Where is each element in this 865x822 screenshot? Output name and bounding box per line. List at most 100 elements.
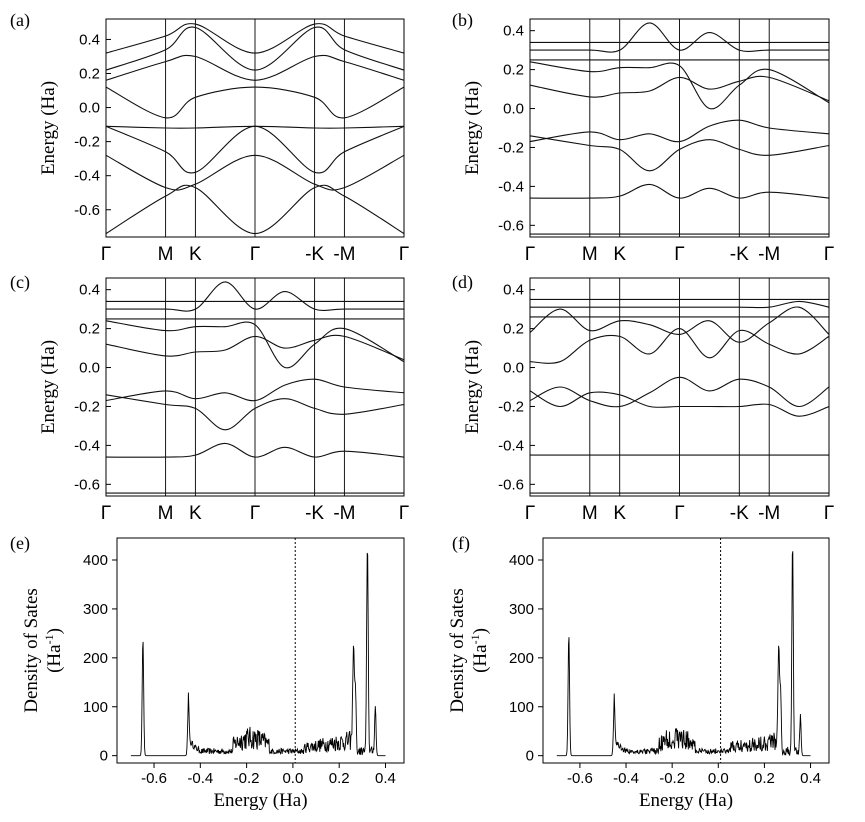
k-point-label: M	[158, 503, 174, 524]
y-tick-label: 200	[509, 650, 534, 667]
x-tick-label: -0.2	[659, 770, 685, 787]
band-line	[106, 26, 404, 71]
y-tick-label: -0.4	[74, 168, 100, 185]
k-point-label: Γ	[101, 244, 111, 265]
band-line	[106, 378, 404, 402]
y-tick-label: -0.6	[498, 217, 524, 234]
y-tick-label: -0.6	[74, 202, 100, 219]
k-point-label: Γ	[525, 244, 535, 265]
y-tick-label: 0.0	[79, 100, 100, 117]
y-tick-label: 0.4	[503, 23, 524, 40]
band-line	[106, 86, 404, 119]
band-panel-c: (c)Energy (Ha)0.40.20.0-0.2-0.4-0.6Γ M K Γ -…	[10, 272, 409, 524]
x-tick-label: -0.4	[187, 770, 213, 787]
band-line	[530, 328, 829, 364]
y-tick-label: -0.4	[74, 437, 100, 454]
band-panel-d: (d)Energy (Ha)0.40.20.0-0.2-0.4-0.6Γ M K Γ -…	[452, 272, 834, 524]
x-tick-label: -0.6	[141, 770, 167, 787]
band-line	[530, 135, 829, 172]
band-line	[106, 442, 404, 458]
y-tick-label: 0	[100, 748, 108, 765]
y-axis-label: Energy (Ha)	[38, 340, 59, 434]
y-tick-label: -0.2	[74, 398, 100, 415]
band-line	[530, 22, 829, 53]
y-axis-label-line2: (Ha-1)	[468, 628, 491, 673]
plot-frame	[105, 18, 405, 238]
y-axis-label-line2: (Ha-1)	[42, 628, 65, 673]
k-point-label: Γ	[525, 503, 535, 524]
k-point-label: Γ	[399, 244, 409, 265]
y-axis-label: Energy (Ha)	[462, 340, 483, 434]
dos-panel-e: (e) Density of Sates (Ha-1) Energy (Ha) 0 100…	[10, 533, 405, 811]
panel-letter: (f)	[452, 533, 470, 554]
y-axis-label-line1: Density of Sates	[21, 588, 42, 713]
k-point-label: -M	[758, 244, 780, 265]
y-tick-label: 300	[83, 601, 108, 618]
panel-letter: (e)	[10, 533, 30, 554]
band-line	[530, 75, 829, 102]
k-point-label: -K	[305, 244, 324, 265]
x-axis-label: Energy (Ha)	[213, 790, 307, 811]
k-point-label: Γ	[250, 244, 260, 265]
panel-letter: (b)	[452, 10, 473, 31]
y-tick-label: -0.4	[498, 178, 524, 195]
y-tick-label: 0.0	[503, 360, 524, 377]
y-tick-label: 0.4	[79, 31, 100, 48]
y-tick-label: 0.2	[79, 66, 100, 83]
x-tick-label: 0.0	[282, 770, 303, 787]
k-point-label: K	[613, 503, 626, 524]
k-point-label: K	[613, 244, 626, 265]
k-point-label: Γ	[674, 244, 684, 265]
k-point-label: -K	[305, 503, 324, 524]
y-axis-label-line1: Density of Sates	[447, 588, 468, 713]
band-panel-a: (a) Energy (Ha) 0.4 0.2 0.0 -0.2 -0.4 -0.6 Γ M K Γ -…	[10, 10, 409, 265]
x-tick-label: -0.4	[613, 770, 639, 787]
k-point-label: Γ	[824, 503, 834, 524]
dos-curve	[130, 552, 386, 757]
band-line	[106, 334, 404, 361]
y-tick-label: -0.6	[498, 476, 524, 493]
k-point-label: M	[158, 244, 174, 265]
k-point-label: Γ	[399, 503, 409, 524]
y-tick-label: 100	[83, 699, 108, 716]
y-tick-label: 0.4	[79, 282, 100, 299]
y-tick-label: 0	[526, 748, 534, 765]
y-tick-label: 0.2	[503, 321, 524, 338]
y-tick-label: -0.4	[498, 437, 524, 454]
panel-letter: (d)	[452, 272, 473, 293]
plot-frame	[105, 277, 405, 497]
k-point-label: M	[582, 244, 598, 265]
band-line	[530, 300, 829, 309]
y-tick-label: 200	[83, 650, 108, 667]
plot-frame	[116, 537, 405, 764]
dos-curve	[556, 551, 811, 757]
band-line	[530, 119, 829, 143]
k-point-label: -M	[333, 244, 355, 265]
band-line	[530, 390, 829, 417]
k-point-label: -K	[730, 244, 749, 265]
x-tick-label: 0.2	[329, 770, 350, 787]
y-tick-label: -0.6	[74, 476, 100, 493]
plot-frame	[529, 18, 830, 238]
band-line	[106, 54, 404, 81]
y-axis-unit-close: )	[470, 628, 491, 634]
y-tick-label: 0.0	[79, 360, 100, 377]
k-point-label: -K	[730, 503, 749, 524]
y-tick-label: 0.2	[503, 62, 524, 79]
k-point-label: Γ	[674, 503, 684, 524]
k-point-label: K	[189, 244, 202, 265]
y-axis-unit-superscript: -1	[468, 634, 482, 644]
y-tick-label: 0.4	[503, 282, 524, 299]
plot-frame	[529, 277, 830, 497]
x-tick-label: 0.4	[800, 770, 821, 787]
panel-letter: (a)	[10, 10, 30, 31]
k-point-label: Γ	[101, 503, 111, 524]
x-tick-label: 0.4	[375, 770, 396, 787]
y-tick-label: 400	[83, 552, 108, 569]
plot-frame	[542, 537, 830, 764]
k-point-label: Γ	[250, 503, 260, 524]
k-point-label: M	[582, 503, 598, 524]
y-tick-label: 0.0	[503, 101, 524, 118]
